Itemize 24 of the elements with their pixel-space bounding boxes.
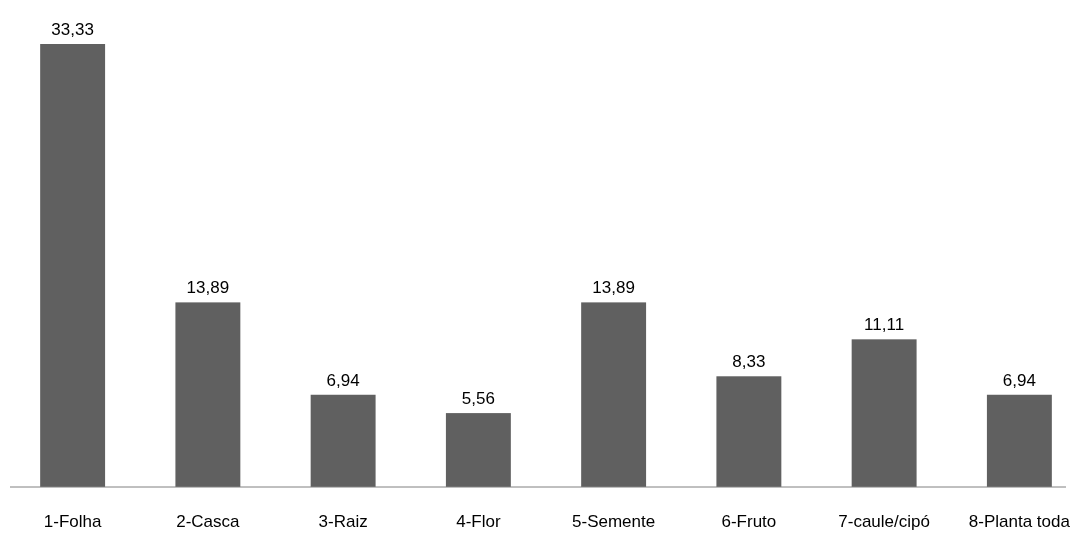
bar [175, 302, 241, 487]
data-label: 6,94 [326, 370, 360, 390]
x-tick-label: 6-Fruto [721, 512, 777, 531]
data-label: 5,56 [461, 389, 495, 409]
bar [581, 302, 647, 487]
data-label: 33,33 [51, 20, 94, 39]
bar [986, 394, 1052, 487]
x-tick-label: 2-Casca [176, 512, 241, 531]
x-tick-label: 8-Planta toda [968, 512, 1071, 531]
bar [445, 413, 511, 487]
data-label: 13,89 [186, 278, 230, 298]
bar [851, 339, 917, 487]
data-label: 13,89 [592, 278, 635, 298]
x-tick-label: 7-caule/cipó [838, 512, 930, 531]
x-tick-label: 3-Raiz [318, 512, 368, 531]
data-label: 8,33 [732, 352, 766, 372]
bar [716, 376, 782, 487]
bar [310, 394, 376, 487]
bar [40, 44, 106, 487]
data-label: 6,94 [1002, 370, 1036, 390]
x-tick-label: 4-Flor [456, 512, 501, 531]
data-label: 11,11 [864, 315, 905, 335]
x-tick-label: 5-Semente [572, 512, 656, 531]
x-tick-label: 1-Folha [43, 512, 102, 531]
